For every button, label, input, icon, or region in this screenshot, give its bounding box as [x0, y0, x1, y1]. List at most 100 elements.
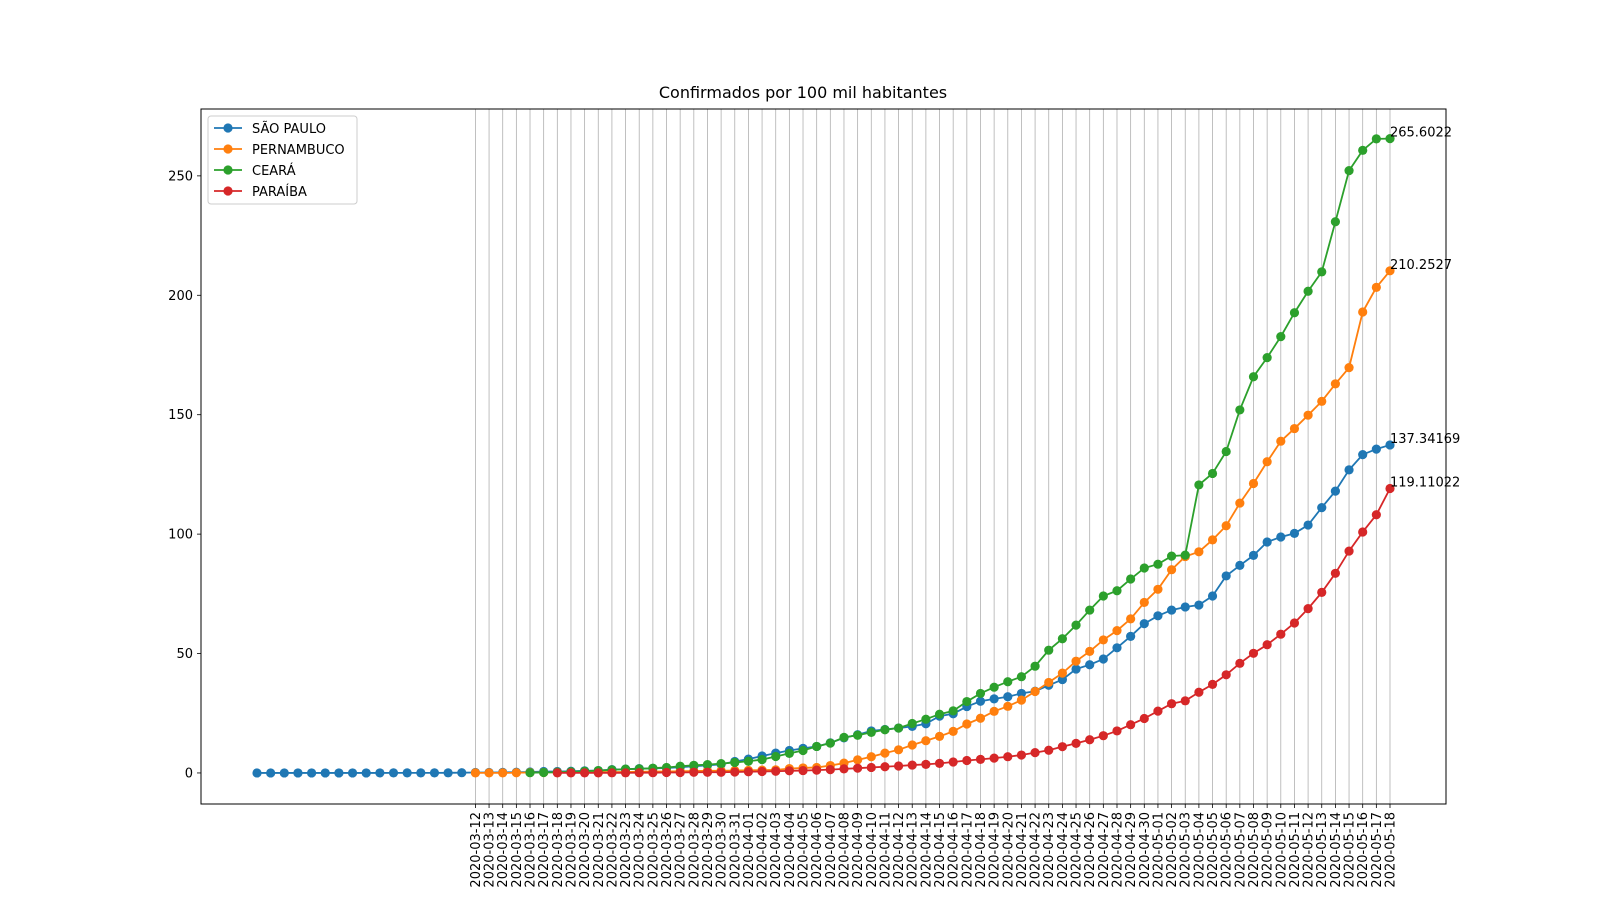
- data-point: [1057, 742, 1067, 752]
- data-point: [1317, 267, 1327, 277]
- data-point: [1003, 752, 1013, 762]
- data-point: [1180, 550, 1190, 560]
- x-tick-label: 2020-03-18: [551, 812, 566, 888]
- data-point: [948, 757, 958, 767]
- x-tick-label: 2020-04-13: [906, 812, 921, 888]
- data-point: [907, 718, 917, 729]
- data-point: [1248, 478, 1259, 489]
- data-point: [880, 748, 890, 758]
- x-tick-label: 2020-05-18: [1383, 812, 1398, 888]
- end-value-label: 210.2527: [1390, 258, 1452, 273]
- x-tick-label: 2020-04-23: [1042, 812, 1057, 888]
- x-tick-label: 2020-04-07: [824, 812, 839, 888]
- data-point: [539, 767, 549, 778]
- data-point: [634, 768, 644, 778]
- data-point: [388, 768, 399, 778]
- data-point: [989, 694, 999, 704]
- x-tick-label: 2020-04-20: [1001, 812, 1016, 888]
- x-tick-label: 2020-05-06: [1220, 812, 1235, 888]
- data-point: [620, 768, 631, 778]
- data-point: [416, 768, 426, 778]
- data-point: [853, 755, 863, 765]
- data-point: [757, 754, 767, 765]
- data-point: [989, 706, 999, 716]
- data-point: [921, 759, 931, 769]
- x-tick-label: 2020-04-11: [878, 812, 893, 888]
- data-point: [1207, 591, 1218, 601]
- data-point: [1098, 635, 1108, 645]
- legend-entry: SÃO PAULO: [214, 121, 326, 137]
- data-point: [1344, 465, 1354, 475]
- data-point: [470, 768, 481, 778]
- data-point: [361, 768, 371, 778]
- data-point: [975, 754, 986, 764]
- x-tick-label: 2020-03-22: [605, 812, 620, 888]
- data-point: [1044, 745, 1054, 755]
- series-SÃO PAULO: 137.34169: [252, 432, 1460, 778]
- data-point: [1358, 145, 1368, 155]
- data-point: [1289, 618, 1300, 628]
- x-tick-label: 2020-04-30: [1138, 812, 1153, 888]
- data-point: [1166, 565, 1177, 575]
- x-tick-label: 2020-03-30: [715, 812, 730, 888]
- legend: SÃO PAULO PERNAMBUCO CEARÁ PARAÍBA: [207, 115, 358, 205]
- data-point: [1262, 353, 1272, 363]
- data-point: [1180, 602, 1190, 612]
- data-point: [962, 755, 972, 766]
- data-point: [498, 768, 508, 778]
- end-value-label: 265.6022: [1390, 126, 1452, 141]
- legend-label: CEARÁ: [252, 163, 296, 179]
- data-point: [716, 759, 726, 769]
- data-point: [975, 688, 986, 699]
- data-point: [1085, 660, 1095, 670]
- data-point: [1016, 688, 1027, 699]
- x-tick-label: 2020-04-04: [783, 812, 798, 888]
- data-point: [552, 768, 562, 778]
- data-point: [716, 767, 726, 777]
- x-tick-label: 2020-05-14: [1329, 812, 1344, 888]
- x-tick-label: 2020-03-14: [496, 812, 511, 888]
- series-CEARÁ: 265.6022: [525, 126, 1452, 778]
- data-point: [743, 767, 754, 777]
- data-point: [1235, 560, 1245, 571]
- data-point: [1166, 605, 1177, 615]
- x-tick-label: 2020-05-11: [1288, 812, 1303, 888]
- x-tick-label: 2020-04-14: [919, 812, 934, 888]
- data-point: [1126, 720, 1136, 730]
- data-point: [1330, 568, 1340, 578]
- legend-label: SÃO PAULO: [252, 121, 326, 137]
- x-tick-label: 2020-05-01: [1151, 812, 1166, 888]
- x-tick-label: 2020-05-07: [1233, 812, 1248, 888]
- data-point: [839, 764, 849, 774]
- x-tick-label: 2020-03-17: [537, 812, 552, 888]
- x-tick-label: 2020-05-16: [1356, 812, 1371, 888]
- data-point: [1030, 661, 1040, 671]
- data-point: [675, 767, 685, 778]
- data-point: [1371, 510, 1381, 520]
- legend-marker: [223, 123, 233, 133]
- x-tick-label: 2020-04-24: [1056, 812, 1071, 888]
- x-tick-label: 2020-04-08: [837, 812, 852, 888]
- data-point: [1098, 731, 1108, 741]
- x-tick-label: 2020-04-21: [1015, 812, 1030, 888]
- data-point: [1180, 696, 1190, 706]
- series-line: [529, 137, 1391, 774]
- axes: 2020-03-122020-03-132020-03-142020-03-15…: [168, 108, 1447, 888]
- data-point: [921, 714, 931, 724]
- data-point: [266, 768, 276, 778]
- data-point: [1139, 597, 1149, 608]
- data-point: [907, 760, 917, 770]
- data-point: [934, 731, 945, 742]
- data-point: [661, 767, 672, 778]
- data-point: [1126, 574, 1136, 584]
- x-tick-label: 2020-04-22: [1029, 812, 1044, 888]
- data-point: [1317, 396, 1327, 406]
- data-point: [1194, 547, 1204, 557]
- data-point: [1057, 634, 1067, 644]
- data-point: [784, 748, 794, 758]
- data-point: [1330, 217, 1340, 227]
- series-layer: 137.34169 210.2527 265.6022 119.11022: [252, 126, 1460, 778]
- x-tick-label: 2020-03-28: [687, 812, 702, 888]
- data-point: [1221, 670, 1231, 680]
- data-point: [580, 768, 590, 778]
